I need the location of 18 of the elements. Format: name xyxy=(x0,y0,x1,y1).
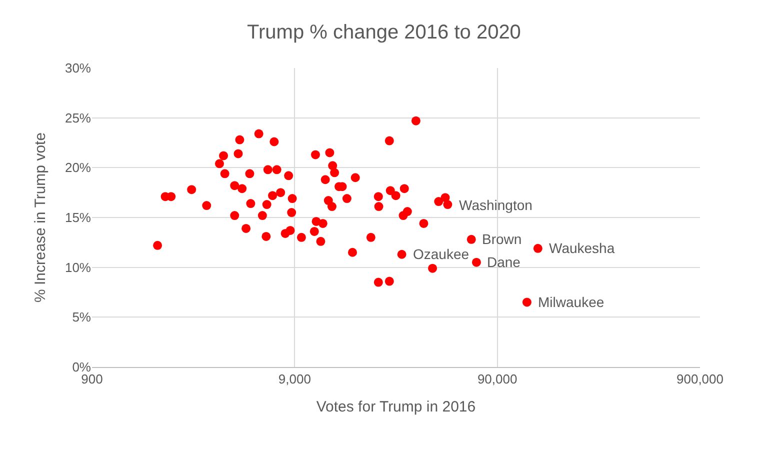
x-tick-label: 90,000 xyxy=(477,372,518,387)
annotation: Milwaukee xyxy=(538,294,604,310)
y-axis-title: % Increase in Trump vote xyxy=(32,132,50,303)
annotation: Brown xyxy=(482,231,522,247)
annotation: Ozaukee xyxy=(413,246,470,262)
x-tick-label: 900,000 xyxy=(676,372,724,387)
chart-title: Trump % change 2016 to 2020 xyxy=(247,22,521,44)
annotation: Dane xyxy=(487,254,521,270)
y-tick-label: 5% xyxy=(72,310,92,325)
x-axis-title: Votes for Trump in 2016 xyxy=(316,398,476,416)
annotation: Waukesha xyxy=(549,240,615,256)
y-tick-label: 20% xyxy=(64,160,92,176)
y-tick-label: 25% xyxy=(64,110,92,126)
y-tick-label: 30% xyxy=(64,60,92,76)
x-tick-label: 9,000 xyxy=(278,372,311,387)
annotation: Washington xyxy=(459,197,532,213)
y-tick-label: 10% xyxy=(64,260,92,275)
y-tick-label: 15% xyxy=(64,210,92,226)
